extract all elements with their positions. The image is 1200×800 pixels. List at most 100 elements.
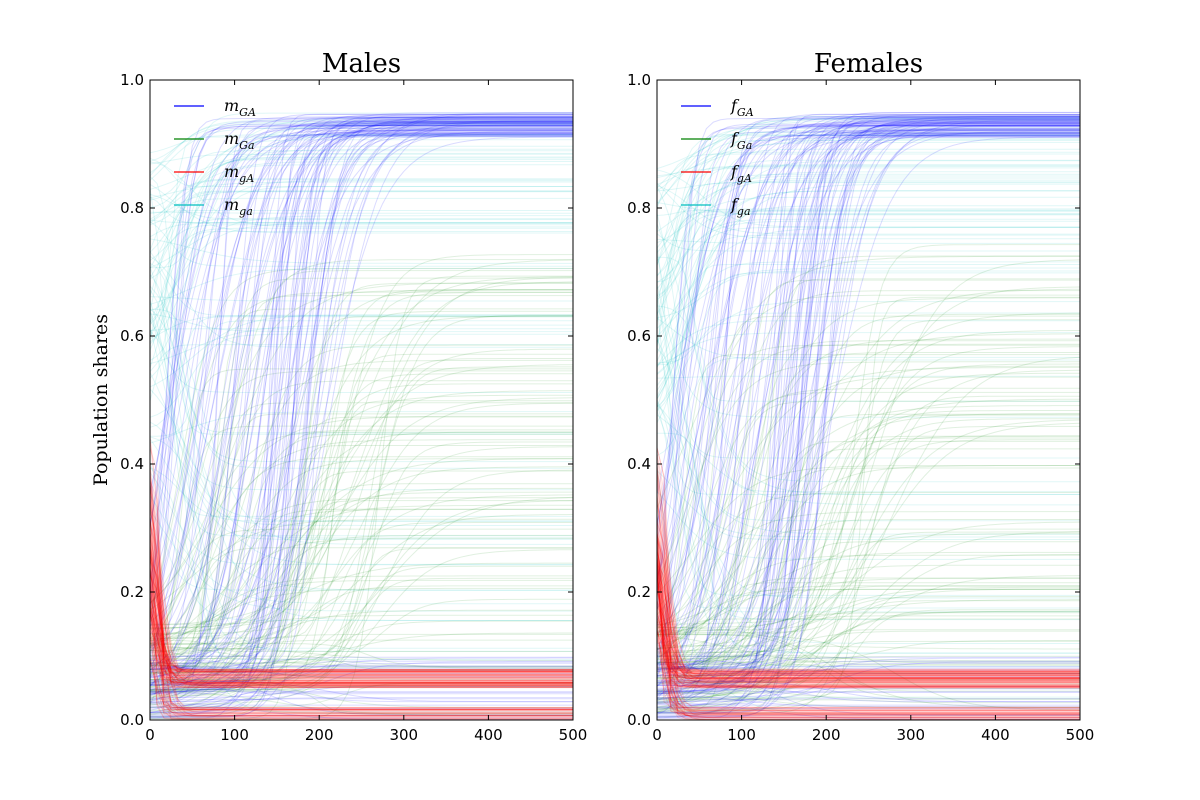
trajectory-GA — [150, 116, 573, 651]
trajectory-gA — [657, 546, 1080, 673]
trajectory-gA — [657, 589, 1080, 672]
trajectory-ga — [150, 438, 573, 591]
trajectory-gA — [657, 618, 1080, 680]
trajectory-gA — [150, 499, 573, 673]
y-tick-label: 1.0 — [627, 71, 651, 89]
trajectory-Ga — [150, 441, 573, 680]
trajectory-gA — [150, 440, 573, 684]
trajectory-gA — [150, 629, 573, 685]
trajectory-ga — [657, 414, 1080, 506]
trajectory-ga — [150, 300, 573, 713]
trajectory-Ga — [150, 380, 573, 645]
trajectory-GA — [657, 125, 1080, 705]
trajectory-ga — [657, 401, 1080, 675]
trajectory-Ga — [150, 639, 573, 704]
trajectory-Ga — [657, 294, 1080, 590]
trajectory-GA — [657, 129, 1080, 714]
trajectory-gA — [657, 447, 1080, 674]
trajectory-GA — [150, 135, 573, 713]
trajectory-Ga — [150, 439, 573, 623]
trajectory-gA — [657, 631, 1080, 687]
trajectory-GA — [150, 122, 573, 695]
trajectory-Ga — [657, 419, 1080, 713]
trajectory-gA — [657, 565, 1080, 708]
trajectory-gA — [150, 546, 573, 671]
trajectory-gA — [657, 551, 1080, 683]
trajectory-Ga — [150, 655, 573, 671]
trajectory-ga — [657, 399, 1080, 535]
trajectory-Ga — [657, 405, 1080, 659]
trajectory-gA — [657, 455, 1080, 680]
trajectory-GA — [657, 119, 1080, 668]
trajectory-Ga — [150, 688, 573, 715]
trajectory-ga — [657, 182, 1080, 240]
trajectory-Ga — [657, 440, 1080, 663]
trajectory-ga — [150, 134, 573, 226]
trajectory-GA — [657, 124, 1080, 657]
trajectory-GA — [150, 115, 573, 692]
y-tick-label: 0.2 — [120, 583, 144, 601]
trajectory-gA — [150, 480, 573, 688]
trajectory-GA — [150, 686, 573, 701]
trajectory-Ga — [150, 254, 573, 652]
trajectory-Ga — [150, 497, 573, 649]
trajectory-ga — [657, 401, 1080, 596]
trajectory-ga — [150, 164, 573, 280]
trajectory-ga — [657, 139, 1080, 179]
trajectory-Ga — [657, 400, 1080, 638]
trajectory-GA — [150, 136, 573, 717]
trajectory-ga — [657, 209, 1080, 397]
legend: fGA fGa fgA fga — [681, 96, 754, 218]
trajectory-gA — [657, 645, 1080, 719]
trajectory-gA — [657, 581, 1080, 687]
trajectory-gA — [657, 571, 1080, 682]
trajectory-ga — [657, 177, 1080, 233]
trajectory-GA — [657, 112, 1080, 665]
trajectory-ga — [150, 330, 573, 539]
trajectory-ga — [150, 510, 573, 612]
trajectory-Ga — [657, 541, 1080, 677]
trajectory-Ga — [150, 413, 573, 675]
trajectory-ga — [150, 159, 573, 312]
trajectory-ga — [657, 375, 1080, 379]
trajectory-gA — [150, 609, 573, 710]
trajectory-Ga — [657, 435, 1080, 718]
trajectory-Ga — [150, 358, 573, 692]
trajectory-ga — [150, 153, 573, 165]
trajectory-Ga — [657, 533, 1080, 681]
y-tick-label: 0.8 — [627, 199, 651, 217]
trajectory-GA — [657, 116, 1080, 610]
trajectory-gA — [657, 586, 1080, 672]
trajectory-gA — [657, 556, 1080, 719]
trajectory-GA — [150, 120, 573, 694]
trajectory-GA — [150, 132, 573, 692]
trajectory-Ga — [150, 308, 573, 701]
trajectory-GA — [150, 130, 573, 689]
trajectory-ga — [150, 139, 573, 253]
trajectory-ga — [150, 188, 573, 517]
trajectory-gA — [657, 539, 1080, 672]
trajectory-gA — [657, 505, 1080, 681]
trajectory-gA — [657, 663, 1080, 714]
trajectory-gA — [657, 512, 1080, 714]
trajectory-ga — [150, 186, 573, 379]
trajectory-Ga — [657, 288, 1080, 686]
legend: mGA mGa mgA mga — [174, 96, 256, 218]
trajectory-Ga — [657, 663, 1080, 692]
trajectory-Ga — [657, 346, 1080, 708]
trajectory-GA — [150, 121, 573, 688]
trajectory-GA — [657, 117, 1080, 670]
trajectory-Ga — [657, 333, 1080, 650]
trajectory-gA — [657, 494, 1080, 683]
trajectory-gA — [657, 632, 1080, 675]
trajectory-Ga — [150, 562, 573, 626]
trajectory-gA — [657, 535, 1080, 682]
trajectory-ga — [657, 305, 1080, 493]
trajectory-ga — [150, 190, 573, 224]
trajectory-Ga — [657, 615, 1080, 660]
trajectory-ga — [657, 190, 1080, 368]
trajectory-GA — [150, 707, 573, 710]
trajectory-Ga — [657, 413, 1080, 677]
trajectory-ga — [150, 313, 573, 333]
trajectory-Ga — [150, 642, 573, 668]
